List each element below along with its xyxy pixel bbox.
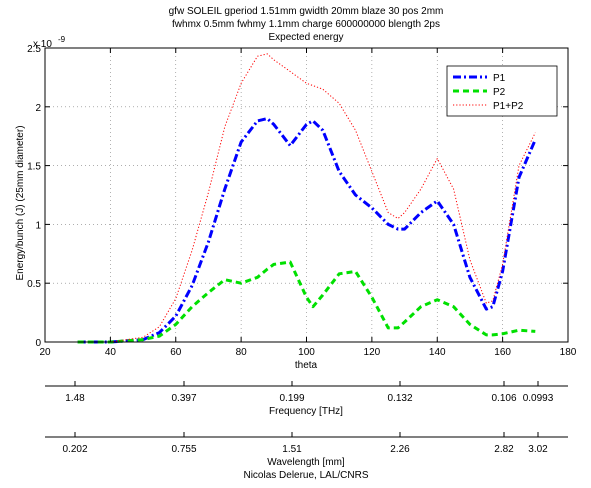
secondary-tick-label-1: 2.26: [390, 444, 410, 455]
x-axis-label: theta: [295, 360, 318, 371]
secondary-tick-label-1: 0.755: [171, 444, 196, 455]
y-exponent-power: -9: [58, 35, 66, 44]
legend-label-0: P1: [493, 73, 506, 84]
y-tick-label: 0.5: [27, 279, 41, 290]
x-tick-label: 100: [298, 347, 315, 358]
secondary-tick-label-1: 2.82: [494, 444, 514, 455]
y-tick-label: 2: [35, 103, 41, 114]
secondary-tick-label-0: 0.106: [491, 393, 516, 404]
y-tick-label: 2.5: [27, 44, 41, 55]
series-line-0: [77, 117, 537, 344]
legend-label-2: P1+P2: [493, 101, 524, 112]
legend: P1 P2 P1+P2: [446, 65, 558, 117]
y-axis-label: Energy/bunch (J) (25mm diameter): [15, 125, 26, 280]
x-tick-label: 120: [364, 347, 381, 358]
secondary-tick-label-1: 0.202: [62, 444, 87, 455]
secondary-tick-label-0: 0.0993: [523, 393, 554, 404]
x-tick-label: 180: [560, 347, 577, 358]
secondary-axis-label-1: Wavelength [mm]: [267, 457, 345, 468]
axis-ticks: 20 40 60 80 100 120 140 160 180 0 0.5 1 1.5 2 2.5: [27, 44, 577, 358]
legend-label-1: P2: [493, 87, 506, 98]
chart-title: gfw SOLEIL gperiod 1.51mm gwidth 20mm bl…: [169, 6, 444, 43]
y-tick-label: 1.5: [27, 162, 41, 173]
title-line-2: fwhmx 0.5mm fwhmy 1.1mm charge 600000000…: [172, 19, 440, 30]
plot-lines: [77, 53, 537, 344]
footer-credit: Nicolas Delerue, LAL/CNRS: [243, 470, 368, 481]
x-tick-label: 80: [236, 347, 248, 358]
y-tick-label: 0: [35, 338, 41, 349]
y-exponent-label: x 10 -9: [33, 35, 66, 50]
y-exponent-prefix: x 10: [33, 39, 52, 50]
secondary-tick-label-1: 3.02: [528, 444, 548, 455]
secondary-axis-label-0: Frequency [THz]: [269, 406, 343, 417]
secondary-tick-label-0: 0.132: [387, 393, 412, 404]
x-tick-label: 20: [39, 347, 51, 358]
x-tick-label: 40: [105, 347, 117, 358]
y-tick-label: 1: [35, 220, 41, 231]
secondary-tick-label-1: 1.51: [282, 444, 302, 455]
secondary-tick-label-0: 0.397: [171, 393, 196, 404]
secondary-tick-label-0: 0.199: [279, 393, 304, 404]
x-tick-label: 60: [170, 347, 182, 358]
x-tick-label: 160: [494, 347, 511, 358]
series-line-1: [77, 260, 536, 344]
secondary-tick-label-0: 1.48: [65, 393, 85, 404]
title-line-3: Expected energy: [268, 32, 343, 43]
title-line-1: gfw SOLEIL gperiod 1.51mm gwidth 20mm bl…: [169, 6, 444, 17]
secondary-axes: 1.48 0.397 0.199 0.132 0.106 0.0993 Frequency …: [45, 381, 568, 468]
series-line-2: [77, 53, 536, 343]
x-tick-label: 140: [429, 347, 446, 358]
